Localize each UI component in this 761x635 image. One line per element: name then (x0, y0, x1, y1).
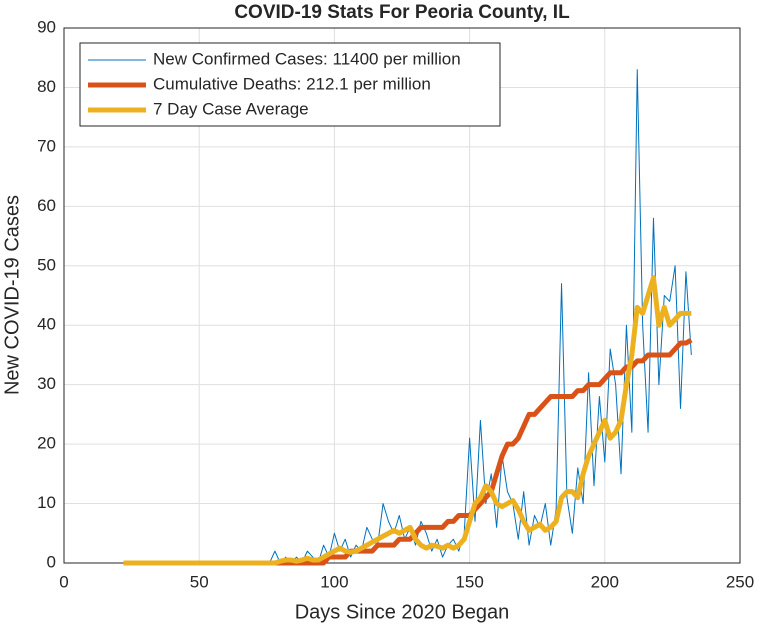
y-tick-label: 0 (47, 552, 56, 571)
legend-box (79, 42, 501, 127)
legend-label: 7 Day Case Average (153, 99, 309, 118)
chart-title: COVID-19 Stats For Peoria County, IL (234, 2, 570, 23)
y-tick-label: 20 (37, 434, 56, 453)
y-tick-label: 60 (37, 196, 56, 215)
y-tick-label: 30 (37, 374, 56, 393)
legend-label: Cumulative Deaths: 212.1 per million (153, 74, 431, 93)
y-tick-label: 10 (37, 493, 56, 512)
x-tick-label: 50 (190, 572, 209, 591)
y-tick-label: 70 (37, 136, 56, 155)
x-tick-label: 150 (455, 572, 483, 591)
plot-frame (63, 27, 741, 564)
x-tick-label: 0 (59, 572, 68, 591)
x-tick-label: 250 (726, 572, 754, 591)
legend-label: New Confirmed Cases: 11400 per million (153, 49, 461, 68)
y-tick-label: 50 (37, 255, 56, 274)
x-tick-label: 200 (591, 572, 619, 591)
x-axis-label: Days Since 2020 Began (295, 601, 510, 623)
y-axis-label: New COVID-19 Cases (1, 195, 23, 395)
y-tick-label: 90 (37, 17, 56, 36)
y-tick-label: 80 (37, 77, 56, 96)
series-line (123, 275, 692, 566)
x-tick-label: 100 (320, 572, 348, 591)
y-tick-label: 40 (37, 315, 56, 334)
